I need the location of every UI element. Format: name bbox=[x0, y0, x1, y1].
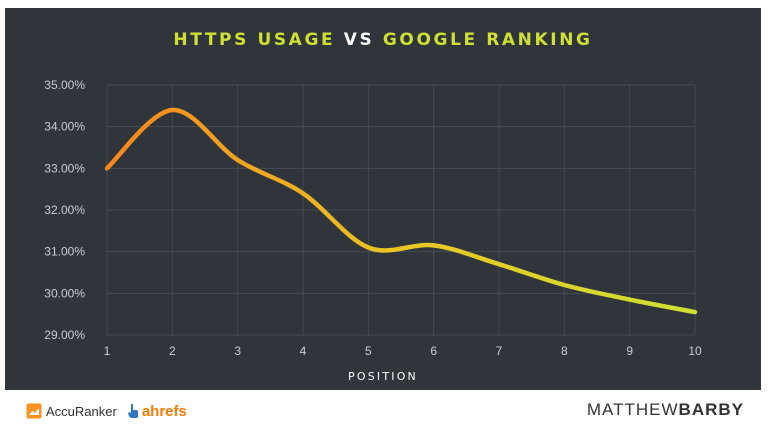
line-chart: 29.00% 30.00% 31.00% 32.00% 33.00% 34.00% 35.0… bbox=[44, 78, 702, 383]
ahrefs-logo-text: ahrefs bbox=[141, 402, 187, 420]
series-line-https-usage bbox=[104, 107, 698, 315]
chart-title: HTTPS USAGE VS GOOGLE RANKING bbox=[5, 30, 761, 50]
x-tick-label: 7 bbox=[496, 344, 503, 358]
x-tick-label: 10 bbox=[688, 344, 702, 358]
x-tick-label: 6 bbox=[430, 344, 437, 358]
accuranker-logo-icon bbox=[26, 403, 42, 419]
y-tick-label: 32.00% bbox=[44, 203, 85, 217]
ahrefs-hand-icon bbox=[127, 404, 138, 418]
y-tick-label: 34.00% bbox=[44, 120, 85, 134]
y-tick-label: 31.00% bbox=[44, 245, 85, 259]
title-https-usage: HTTPS USAGE bbox=[173, 30, 336, 50]
y-tick-label: 30.00% bbox=[44, 286, 85, 300]
y-tick-label: 29.00% bbox=[44, 328, 85, 342]
title-vs: VS bbox=[335, 30, 383, 50]
partner-logos: AccuRanker ahrefs bbox=[26, 400, 187, 422]
x-tick-label: 4 bbox=[300, 344, 307, 358]
x-tick-label: 2 bbox=[169, 344, 176, 358]
x-tick-label: 9 bbox=[626, 344, 633, 358]
x-axis-ticks: 1 2 3 4 5 6 7 8 9 10 bbox=[104, 344, 702, 358]
y-tick-label: 35.00% bbox=[44, 78, 85, 92]
accuranker-logo-text: AccuRanker bbox=[46, 403, 117, 419]
x-tick-label: 5 bbox=[365, 344, 372, 358]
x-axis-label: POSITION bbox=[348, 370, 418, 383]
x-tick-label: 1 bbox=[104, 344, 111, 358]
x-tick-label: 8 bbox=[561, 344, 568, 358]
brand-bold: BARBY bbox=[678, 400, 744, 419]
matthew-barby-logo: MATTHEWBARBY bbox=[587, 400, 744, 420]
brand-light: MATTHEW bbox=[586, 400, 679, 419]
chart-panel: HTTPS USAGE VS GOOGLE RANKING 29.00% 30.0… bbox=[5, 8, 761, 390]
y-tick-label: 33.00% bbox=[44, 161, 85, 175]
title-google-ranking: GOOGLE RANKING bbox=[382, 30, 593, 50]
y-axis-ticks: 29.00% 30.00% 31.00% 32.00% 33.00% 34.00% 35.0… bbox=[44, 78, 85, 342]
x-tick-label: 3 bbox=[234, 344, 241, 358]
